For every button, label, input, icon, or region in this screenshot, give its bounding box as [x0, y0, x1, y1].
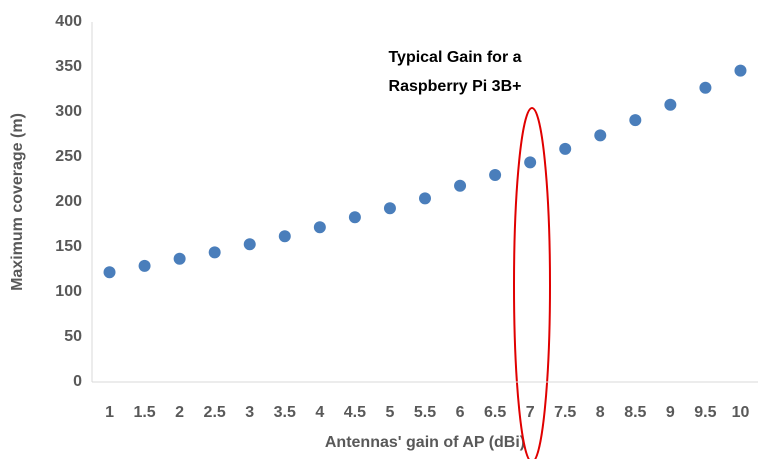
y-tick-label: 100 — [55, 283, 82, 300]
x-tick-label: 2.5 — [204, 404, 226, 421]
point — [173, 252, 186, 265]
annotation: Raspberry Pi 3B+ — [389, 78, 522, 95]
point — [489, 169, 502, 181]
y-tick-label: 50 — [64, 328, 82, 345]
y-tick-label: 0 — [73, 373, 82, 390]
point — [559, 142, 572, 155]
x-tick-label: 3 — [245, 404, 254, 421]
x-tick-label: 5.5 — [414, 404, 436, 421]
point — [278, 230, 291, 243]
x-tick-label: 9.5 — [694, 404, 716, 421]
point — [734, 64, 747, 77]
point — [594, 129, 607, 142]
x-tick-label: 7.5 — [554, 404, 576, 421]
x-tick-label: 6 — [456, 404, 465, 421]
y-tick-label: 200 — [55, 193, 82, 210]
x-tick-label: 3.5 — [274, 404, 296, 421]
x-axis-title: Antennas' gain of AP (dBi) — [325, 434, 525, 451]
x-tick-label: 1.5 — [133, 404, 155, 421]
highlight-ellipse — [513, 107, 551, 459]
x-tick-label: 6.5 — [484, 404, 506, 421]
point — [419, 192, 431, 205]
y-tick-label: 350 — [55, 58, 82, 75]
point — [348, 211, 361, 224]
point — [138, 259, 151, 272]
y-tick-label: 400 — [55, 13, 82, 30]
x-tick-label: 1 — [105, 404, 114, 421]
point — [243, 238, 256, 251]
point — [208, 246, 221, 259]
point — [313, 221, 326, 234]
point — [383, 202, 396, 215]
x-tick-label: 10 — [732, 404, 750, 421]
y-tick-label: 150 — [55, 238, 82, 255]
y-tick-label: 250 — [55, 148, 82, 165]
point — [629, 114, 642, 127]
point — [699, 81, 712, 94]
x-tick-label: 8 — [596, 404, 605, 421]
point — [103, 266, 116, 279]
x-tick-label: 5 — [385, 404, 394, 421]
x-tick-label: 8.5 — [624, 404, 646, 421]
y-tick-label: 300 — [55, 103, 82, 120]
x-tick-label: 2 — [175, 404, 184, 421]
x-tick-label: 4 — [315, 404, 324, 421]
x-tick-label: 9 — [666, 404, 675, 421]
y-axis-title: Maximum coverage (m) — [9, 113, 26, 291]
annotation: Typical Gain for a — [388, 49, 521, 66]
point — [664, 98, 677, 111]
point — [454, 179, 467, 192]
x-tick-label: 7 — [526, 404, 535, 421]
x-tick-label: 4.5 — [344, 404, 366, 421]
point — [524, 156, 537, 169]
